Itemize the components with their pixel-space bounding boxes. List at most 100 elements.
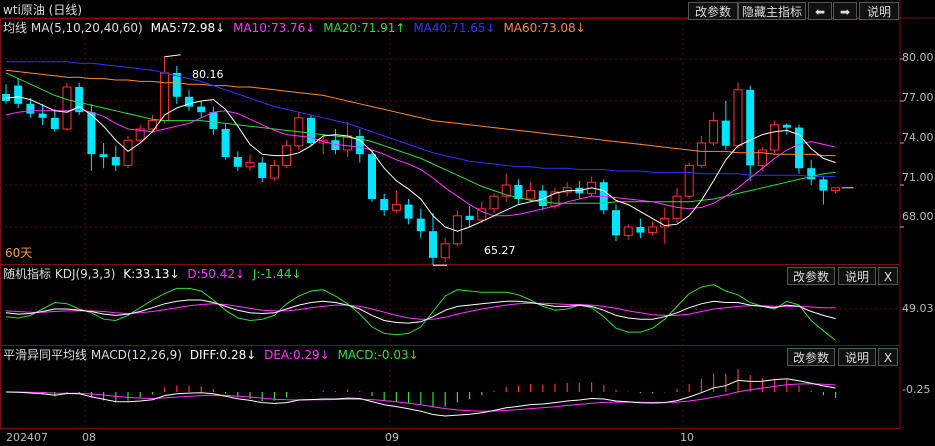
candle-body xyxy=(245,162,255,168)
candle-body xyxy=(38,113,47,118)
candle-body xyxy=(477,208,487,221)
candle-body xyxy=(307,117,315,143)
candle-body xyxy=(562,187,572,193)
macd-tick: -0.25 xyxy=(902,383,931,396)
candle-body xyxy=(75,87,84,113)
candle-body xyxy=(684,164,694,197)
candle-body xyxy=(429,231,437,258)
ma60-line xyxy=(5,69,836,157)
price-tick: 80.00 xyxy=(902,51,934,64)
help-button[interactable]: 说明 xyxy=(859,2,899,20)
macd-legend-name: 平滑异同平均线 xyxy=(3,348,88,362)
candle-body xyxy=(526,190,536,200)
ma5-line xyxy=(5,96,836,232)
kdj-j-value: J:-1.44↓ xyxy=(252,267,302,281)
macd-series xyxy=(5,369,837,417)
macd-help-button[interactable]: 说明 xyxy=(838,348,876,366)
kdj-close-icon[interactable]: X xyxy=(878,267,898,285)
low-annotation: 65.27 xyxy=(484,244,516,257)
candle-body xyxy=(623,226,633,236)
candle-body xyxy=(612,210,620,236)
period-label: 60天 xyxy=(5,246,33,260)
candle-body xyxy=(733,89,743,147)
candle-body xyxy=(26,103,35,114)
candle-body xyxy=(831,187,841,192)
arrow-left-icon[interactable]: ⬅ xyxy=(808,2,832,20)
price-tick: 77.00 xyxy=(902,91,934,104)
candle-body xyxy=(233,157,242,167)
kdj-k-line xyxy=(5,299,836,324)
macd-legend-params: MACD(12,26,9) xyxy=(90,348,182,362)
date-label: 09 xyxy=(385,431,399,444)
kdj-legend-name: 随机指标 xyxy=(3,267,52,281)
ma40-value: MA40:71.65↓ xyxy=(413,21,496,35)
ma10-line xyxy=(5,108,836,217)
kdj-help-button[interactable]: 说明 xyxy=(838,267,876,285)
candle-body xyxy=(404,204,413,219)
high-pointer xyxy=(164,54,181,58)
candle-body xyxy=(501,184,511,197)
candle-body xyxy=(209,112,218,129)
ma10-value: MA10:73.76↓ xyxy=(233,21,316,35)
candle-body xyxy=(757,149,767,166)
ma40-line xyxy=(6,61,836,178)
candle-body xyxy=(380,199,389,211)
candle-body xyxy=(87,112,96,155)
modify-params-button[interactable]: 改参数 xyxy=(688,2,738,20)
kdj-d-value: D:50.42↓ xyxy=(187,267,246,281)
candle-body xyxy=(111,157,120,166)
candle-body xyxy=(147,120,157,130)
candle-body xyxy=(489,195,499,210)
candle-body xyxy=(2,94,10,101)
kdj-legend: 随机指标 KDJ(9,3,3) K:33.13↓ D:50.42↓ J:-1.4… xyxy=(3,266,302,282)
candle-body xyxy=(269,164,279,179)
panel-border xyxy=(0,18,901,265)
ma20-line xyxy=(5,72,836,204)
candle-body xyxy=(795,127,803,169)
macd-diff-line xyxy=(5,378,836,417)
kdj-lines xyxy=(5,284,836,341)
candle-body xyxy=(258,162,267,178)
kdj-j-line xyxy=(5,284,836,341)
candle-body xyxy=(782,124,791,128)
price-tick: 68.00 xyxy=(902,210,934,223)
kdj-modify-button[interactable]: 改参数 xyxy=(787,267,835,285)
candle-body xyxy=(368,154,376,199)
ma-legend-params: MA(5,10,20,40,60) xyxy=(30,21,143,35)
ma5-value: MA5:72.98↓ xyxy=(150,21,226,35)
macd-dea-line xyxy=(6,383,836,412)
price-tick: 74.00 xyxy=(902,131,934,144)
kdj-tick: 49.03 xyxy=(902,302,934,315)
candle-body xyxy=(62,86,72,130)
candle-body xyxy=(538,190,547,206)
candle-body xyxy=(636,227,645,233)
hide-main-indicator-button[interactable]: 隐藏主指标 xyxy=(738,2,806,20)
candle-body xyxy=(123,139,133,166)
candle-body xyxy=(819,179,828,191)
high-annotation: 80.16 xyxy=(192,68,224,81)
candle-body xyxy=(99,154,108,157)
date-label: 10 xyxy=(680,431,694,444)
candlesticks xyxy=(2,56,841,265)
candle-body xyxy=(14,85,23,104)
candle-body xyxy=(709,120,719,144)
candle-body xyxy=(172,73,181,97)
arrow-right-icon[interactable]: ➡ xyxy=(833,2,857,20)
macd-legend: 平滑异同平均线 MACD(12,26,9) DIFF:0.28↓ DEA:0.2… xyxy=(3,347,419,363)
ma20-value: MA20:71.91↑ xyxy=(323,21,406,35)
candle-body xyxy=(746,89,755,166)
macd-diff-value: DIFF:0.28↓ xyxy=(189,348,257,362)
date-label: 202407 xyxy=(6,431,48,444)
macd-macd-value: MACD:-0.03↓ xyxy=(337,348,419,362)
ma-legend: 均线 MA(5,10,20,40,60) MA5:72.98↓ MA10:73.… xyxy=(3,20,586,36)
candle-body xyxy=(648,226,658,234)
candle-body xyxy=(440,243,450,259)
candle-body xyxy=(721,120,730,146)
date-label: 08 xyxy=(82,431,96,444)
macd-close-icon[interactable]: X xyxy=(878,348,898,366)
macd-modify-button[interactable]: 改参数 xyxy=(787,348,835,366)
candle-body xyxy=(185,96,193,107)
candle-body xyxy=(770,124,780,151)
ma-legend-name: 均线 xyxy=(3,21,28,35)
